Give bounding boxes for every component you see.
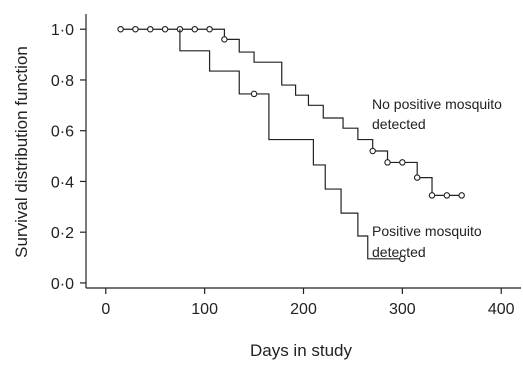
series-label-line-2: detected [372, 244, 426, 260]
x-tick-label: 400 [488, 301, 515, 318]
survival-step-line [179, 29, 403, 260]
series-label-line-1: No positive mosquito [372, 96, 502, 112]
y-tick-label: 0·8 [51, 73, 74, 90]
series-label-positive: Positive mosquito detected [372, 223, 482, 260]
x-tick-label: 100 [191, 301, 218, 318]
censor-marker [399, 255, 406, 263]
y-tick-label: 0·2 [51, 225, 74, 242]
x-ticks: 0 100 200 300 400 [101, 288, 515, 318]
series-label-line-1: Positive mosquito [372, 223, 482, 239]
censor-marker [206, 25, 213, 33]
censor-marker [147, 25, 154, 33]
censor-marker [250, 90, 258, 98]
y-tick-label: 0·4 [51, 174, 74, 191]
series-layer [117, 25, 465, 263]
censor-marker [369, 147, 376, 155]
y-axis-title: Survival distribution function [12, 46, 31, 258]
censor-marker [161, 25, 169, 33]
censor-marker [132, 25, 139, 33]
censor-marker [428, 192, 436, 199]
censor-marker [443, 192, 451, 199]
censor-marker [458, 192, 465, 199]
censor-marker [221, 36, 228, 43]
series-no-positive-mosquito [117, 25, 465, 199]
series-label-no-positive: No positive mosquito detected [372, 96, 502, 132]
series-positive-mosquito [179, 29, 406, 263]
x-axis-title: Days in study [250, 341, 353, 360]
y-tick-label: 0·6 [51, 124, 74, 141]
x-tick-label: 0 [101, 301, 110, 318]
censor-marker [413, 174, 421, 181]
censor-marker [117, 25, 124, 33]
survival-step-line [120, 28, 462, 196]
y-tick-label: 0·0 [51, 276, 74, 293]
y-ticks: 0·0 0·2 0·4 0·6 0·8 1·0 [51, 22, 86, 293]
y-tick-label: 1·0 [51, 22, 74, 39]
series-label-line-2: detected [372, 116, 426, 132]
axes: 0·0 0·2 0·4 0·6 0·8 1·0 0 100 200 300 400 [51, 14, 521, 318]
censor-marker [399, 159, 406, 166]
censor-marker [384, 159, 391, 166]
censor-marker [191, 25, 199, 33]
x-tick-label: 200 [290, 301, 317, 318]
x-tick-label: 300 [389, 301, 416, 318]
